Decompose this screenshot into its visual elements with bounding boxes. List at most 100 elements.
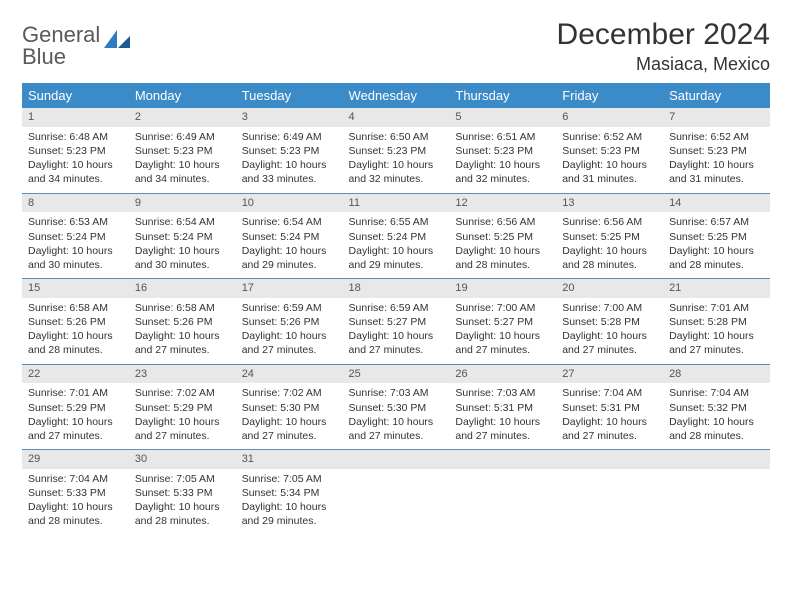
day-number: 28 bbox=[663, 365, 770, 384]
calendar-cell: 2Sunrise: 6:49 AMSunset: 5:23 PMDaylight… bbox=[129, 108, 236, 193]
day-number: 23 bbox=[129, 365, 236, 384]
day-number: 24 bbox=[236, 365, 343, 384]
calendar-cell: 23Sunrise: 7:02 AMSunset: 5:29 PMDayligh… bbox=[129, 364, 236, 450]
logo-sail-icon bbox=[104, 30, 130, 48]
day-body: Sunrise: 7:04 AMSunset: 5:32 PMDaylight:… bbox=[663, 383, 770, 449]
day-header: Wednesday bbox=[343, 83, 450, 108]
day-number: 11 bbox=[343, 194, 450, 213]
calendar-cell: 7Sunrise: 6:52 AMSunset: 5:23 PMDaylight… bbox=[663, 108, 770, 193]
calendar-cell: 27Sunrise: 7:04 AMSunset: 5:31 PMDayligh… bbox=[556, 364, 663, 450]
day-body: Sunrise: 6:56 AMSunset: 5:25 PMDaylight:… bbox=[556, 212, 663, 278]
day-body: Sunrise: 7:01 AMSunset: 5:28 PMDaylight:… bbox=[663, 298, 770, 364]
calendar-cell: 19Sunrise: 7:00 AMSunset: 5:27 PMDayligh… bbox=[449, 279, 556, 365]
calendar-cell: 24Sunrise: 7:02 AMSunset: 5:30 PMDayligh… bbox=[236, 364, 343, 450]
calendar-body: 1Sunrise: 6:48 AMSunset: 5:23 PMDaylight… bbox=[22, 108, 770, 535]
day-body: Sunrise: 7:03 AMSunset: 5:30 PMDaylight:… bbox=[343, 383, 450, 449]
day-number bbox=[556, 450, 663, 469]
day-number: 15 bbox=[22, 279, 129, 298]
day-body: Sunrise: 7:04 AMSunset: 5:31 PMDaylight:… bbox=[556, 383, 663, 449]
day-number: 29 bbox=[22, 450, 129, 469]
day-number: 7 bbox=[663, 108, 770, 127]
day-body: Sunrise: 6:59 AMSunset: 5:27 PMDaylight:… bbox=[343, 298, 450, 364]
day-body bbox=[556, 469, 663, 531]
location: Masiaca, Mexico bbox=[557, 54, 770, 75]
calendar-cell: 21Sunrise: 7:01 AMSunset: 5:28 PMDayligh… bbox=[663, 279, 770, 365]
day-body: Sunrise: 6:52 AMSunset: 5:23 PMDaylight:… bbox=[663, 127, 770, 193]
day-body: Sunrise: 6:55 AMSunset: 5:24 PMDaylight:… bbox=[343, 212, 450, 278]
calendar-cell: 22Sunrise: 7:01 AMSunset: 5:29 PMDayligh… bbox=[22, 364, 129, 450]
day-number bbox=[343, 450, 450, 469]
day-number: 2 bbox=[129, 108, 236, 127]
day-body: Sunrise: 7:05 AMSunset: 5:34 PMDaylight:… bbox=[236, 469, 343, 535]
day-header: Sunday bbox=[22, 83, 129, 108]
day-body bbox=[343, 469, 450, 531]
title-block: December 2024 Masiaca, Mexico bbox=[557, 18, 770, 75]
day-number: 14 bbox=[663, 194, 770, 213]
day-number: 8 bbox=[22, 194, 129, 213]
calendar-cell bbox=[449, 450, 556, 535]
day-body: Sunrise: 6:58 AMSunset: 5:26 PMDaylight:… bbox=[22, 298, 129, 364]
day-number bbox=[663, 450, 770, 469]
day-header: Monday bbox=[129, 83, 236, 108]
calendar-cell: 28Sunrise: 7:04 AMSunset: 5:32 PMDayligh… bbox=[663, 364, 770, 450]
day-body: Sunrise: 6:56 AMSunset: 5:25 PMDaylight:… bbox=[449, 212, 556, 278]
calendar-cell: 9Sunrise: 6:54 AMSunset: 5:24 PMDaylight… bbox=[129, 193, 236, 279]
day-body: Sunrise: 7:05 AMSunset: 5:33 PMDaylight:… bbox=[129, 469, 236, 535]
calendar-cell: 1Sunrise: 6:48 AMSunset: 5:23 PMDaylight… bbox=[22, 108, 129, 193]
day-number: 21 bbox=[663, 279, 770, 298]
day-body: Sunrise: 6:51 AMSunset: 5:23 PMDaylight:… bbox=[449, 127, 556, 193]
day-number bbox=[449, 450, 556, 469]
calendar-row: 15Sunrise: 6:58 AMSunset: 5:26 PMDayligh… bbox=[22, 279, 770, 365]
day-number: 13 bbox=[556, 194, 663, 213]
calendar-cell bbox=[556, 450, 663, 535]
day-body: Sunrise: 6:49 AMSunset: 5:23 PMDaylight:… bbox=[129, 127, 236, 193]
day-body: Sunrise: 7:00 AMSunset: 5:28 PMDaylight:… bbox=[556, 298, 663, 364]
day-number: 3 bbox=[236, 108, 343, 127]
day-number: 27 bbox=[556, 365, 663, 384]
day-body: Sunrise: 6:58 AMSunset: 5:26 PMDaylight:… bbox=[129, 298, 236, 364]
day-body: Sunrise: 6:49 AMSunset: 5:23 PMDaylight:… bbox=[236, 127, 343, 193]
calendar-row: 29Sunrise: 7:04 AMSunset: 5:33 PMDayligh… bbox=[22, 450, 770, 535]
day-body bbox=[449, 469, 556, 531]
calendar-cell: 31Sunrise: 7:05 AMSunset: 5:34 PMDayligh… bbox=[236, 450, 343, 535]
calendar-cell bbox=[343, 450, 450, 535]
day-header: Friday bbox=[556, 83, 663, 108]
day-number: 19 bbox=[449, 279, 556, 298]
day-body: Sunrise: 7:02 AMSunset: 5:29 PMDaylight:… bbox=[129, 383, 236, 449]
day-number: 6 bbox=[556, 108, 663, 127]
day-body: Sunrise: 6:59 AMSunset: 5:26 PMDaylight:… bbox=[236, 298, 343, 364]
calendar-row: 8Sunrise: 6:53 AMSunset: 5:24 PMDaylight… bbox=[22, 193, 770, 279]
calendar-cell bbox=[663, 450, 770, 535]
day-number: 20 bbox=[556, 279, 663, 298]
header: General Blue December 2024 Masiaca, Mexi… bbox=[22, 18, 770, 75]
calendar-cell: 30Sunrise: 7:05 AMSunset: 5:33 PMDayligh… bbox=[129, 450, 236, 535]
calendar-row: 22Sunrise: 7:01 AMSunset: 5:29 PMDayligh… bbox=[22, 364, 770, 450]
calendar-table: SundayMondayTuesdayWednesdayThursdayFrid… bbox=[22, 83, 770, 535]
calendar-cell: 25Sunrise: 7:03 AMSunset: 5:30 PMDayligh… bbox=[343, 364, 450, 450]
day-header: Tuesday bbox=[236, 83, 343, 108]
day-number: 31 bbox=[236, 450, 343, 469]
day-body: Sunrise: 6:54 AMSunset: 5:24 PMDaylight:… bbox=[236, 212, 343, 278]
day-body: Sunrise: 7:03 AMSunset: 5:31 PMDaylight:… bbox=[449, 383, 556, 449]
month-title: December 2024 bbox=[557, 18, 770, 52]
calendar-cell: 26Sunrise: 7:03 AMSunset: 5:31 PMDayligh… bbox=[449, 364, 556, 450]
logo-line1: General bbox=[22, 24, 100, 46]
calendar-cell: 16Sunrise: 6:58 AMSunset: 5:26 PMDayligh… bbox=[129, 279, 236, 365]
day-number: 22 bbox=[22, 365, 129, 384]
calendar-cell: 13Sunrise: 6:56 AMSunset: 5:25 PMDayligh… bbox=[556, 193, 663, 279]
day-number: 4 bbox=[343, 108, 450, 127]
day-number: 12 bbox=[449, 194, 556, 213]
calendar-cell: 14Sunrise: 6:57 AMSunset: 5:25 PMDayligh… bbox=[663, 193, 770, 279]
day-number: 17 bbox=[236, 279, 343, 298]
calendar-cell: 18Sunrise: 6:59 AMSunset: 5:27 PMDayligh… bbox=[343, 279, 450, 365]
calendar-cell: 15Sunrise: 6:58 AMSunset: 5:26 PMDayligh… bbox=[22, 279, 129, 365]
calendar-cell: 20Sunrise: 7:00 AMSunset: 5:28 PMDayligh… bbox=[556, 279, 663, 365]
day-header: Thursday bbox=[449, 83, 556, 108]
calendar-cell: 3Sunrise: 6:49 AMSunset: 5:23 PMDaylight… bbox=[236, 108, 343, 193]
day-number: 30 bbox=[129, 450, 236, 469]
day-header-row: SundayMondayTuesdayWednesdayThursdayFrid… bbox=[22, 83, 770, 108]
day-header: Saturday bbox=[663, 83, 770, 108]
calendar-cell: 10Sunrise: 6:54 AMSunset: 5:24 PMDayligh… bbox=[236, 193, 343, 279]
day-number: 1 bbox=[22, 108, 129, 127]
day-body: Sunrise: 7:01 AMSunset: 5:29 PMDaylight:… bbox=[22, 383, 129, 449]
